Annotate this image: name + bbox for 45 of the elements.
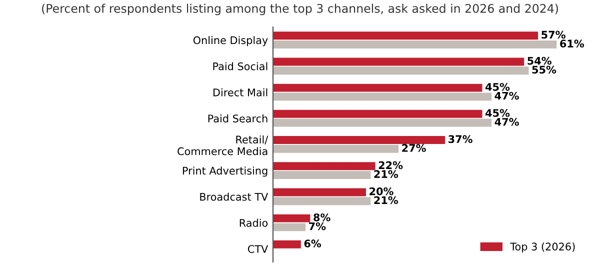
bar bbox=[273, 66, 529, 75]
chart-subtitle: (Percent of respondents listing among the top 3 channels, ask asked in 2026 and 2024) bbox=[42, 4, 558, 16]
data-label: 55% bbox=[532, 66, 556, 74]
data-label: 47% bbox=[494, 92, 519, 100]
y-tick-label: Paid Search bbox=[208, 114, 268, 122]
data-label: 8% bbox=[314, 213, 330, 222]
legend-label: Top 3 (2026) bbox=[510, 242, 575, 253]
data-label: 27% bbox=[402, 144, 426, 152]
y-tick-label: Retail/ Commerce Media bbox=[178, 135, 268, 156]
bar bbox=[273, 144, 399, 153]
bar bbox=[273, 197, 371, 206]
bar bbox=[273, 240, 301, 248]
bar bbox=[273, 84, 482, 92]
data-label: 37% bbox=[448, 135, 472, 144]
y-tick-label: Radio bbox=[240, 218, 268, 227]
bar bbox=[273, 188, 366, 196]
bar bbox=[273, 32, 538, 40]
data-label: 7% bbox=[309, 222, 326, 230]
y-tick-label: Print Advertising bbox=[182, 166, 268, 177]
bar bbox=[273, 214, 310, 222]
bar bbox=[273, 40, 557, 48]
data-label: 47% bbox=[494, 118, 519, 126]
bar bbox=[273, 170, 371, 179]
bar bbox=[273, 110, 482, 118]
data-label: 20% bbox=[370, 187, 394, 196]
bar bbox=[273, 58, 524, 66]
data-label: 54% bbox=[528, 56, 552, 65]
y-tick-label: Direct Mail bbox=[214, 88, 268, 96]
bar bbox=[273, 92, 492, 101]
data-label: 6% bbox=[304, 240, 322, 248]
data-label: 45% bbox=[485, 82, 510, 91]
y-tick-label: CTV bbox=[248, 245, 268, 253]
bar bbox=[273, 136, 446, 144]
data-label: 45% bbox=[485, 109, 510, 117]
bar bbox=[273, 118, 492, 127]
data-label: 61% bbox=[560, 40, 584, 48]
data-label: 21% bbox=[374, 196, 398, 204]
bar bbox=[273, 223, 306, 232]
y-tick-label: Online Display bbox=[193, 36, 268, 46]
data-label: 21% bbox=[374, 170, 398, 178]
data-label: 57% bbox=[542, 30, 566, 39]
y-tick-label: Broadcast TV bbox=[200, 192, 268, 201]
bar bbox=[273, 162, 376, 170]
data-label: 22% bbox=[378, 161, 403, 170]
y-tick-label: Paid Social bbox=[213, 62, 268, 70]
